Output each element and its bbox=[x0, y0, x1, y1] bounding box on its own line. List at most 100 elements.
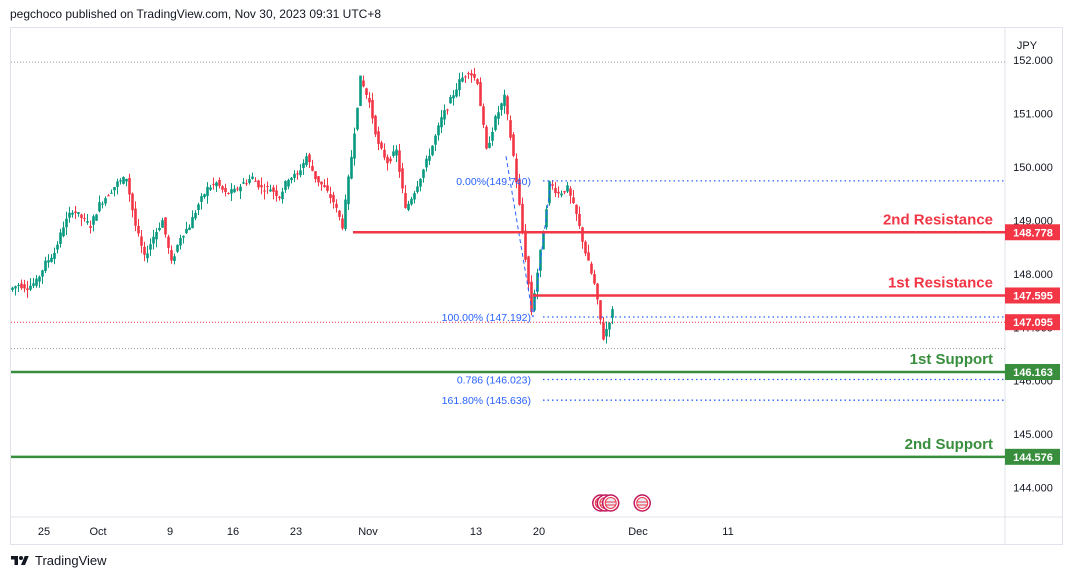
candle-body bbox=[596, 283, 599, 300]
y-tick-label: 148.000 bbox=[1013, 269, 1053, 281]
candle-body bbox=[509, 120, 512, 138]
candle-body bbox=[599, 300, 602, 320]
price-chart[interactable]: JPY144.000145.000146.000147.000148.00014… bbox=[11, 28, 1062, 544]
candle-body bbox=[224, 188, 227, 193]
currency-label: JPY bbox=[1017, 40, 1038, 52]
x-tick-label: 13 bbox=[470, 526, 482, 538]
candle-body bbox=[398, 150, 401, 172]
candle-body bbox=[62, 227, 65, 237]
candle-body bbox=[425, 158, 428, 168]
publisher-attribution: pegchoco published on TradingView.com, N… bbox=[10, 7, 382, 21]
level-name: 2nd Resistance bbox=[883, 211, 993, 228]
candle-body bbox=[194, 212, 197, 219]
candle-body bbox=[386, 156, 389, 164]
candle-body bbox=[311, 165, 314, 171]
y-tick-label: 152.000 bbox=[1013, 55, 1053, 67]
economic-event-flag-icon bbox=[604, 497, 617, 509]
candle-body bbox=[131, 193, 134, 211]
candle-body bbox=[281, 191, 284, 200]
candle-body bbox=[455, 89, 458, 97]
candle-body bbox=[410, 198, 413, 205]
candle-body bbox=[371, 99, 374, 119]
fib-level-label: 0.00%(149.740) bbox=[456, 176, 531, 188]
candle-body bbox=[572, 197, 575, 204]
candle-body bbox=[77, 212, 80, 214]
current-price-tag bbox=[1005, 314, 1060, 331]
candle-body bbox=[50, 257, 53, 262]
candle-body bbox=[590, 263, 593, 274]
candle-body bbox=[380, 142, 383, 149]
candle-body bbox=[95, 214, 98, 221]
candle-body bbox=[341, 218, 344, 229]
candle-body bbox=[308, 154, 311, 163]
candle-body bbox=[608, 322, 611, 330]
candle-body bbox=[437, 125, 440, 136]
level-price-label: 147.595 bbox=[1013, 290, 1053, 302]
level-name: 2nd Support bbox=[905, 436, 993, 453]
candle-body bbox=[191, 217, 194, 229]
candle-body bbox=[467, 73, 470, 75]
candle-body bbox=[446, 109, 449, 111]
candle-body bbox=[17, 285, 20, 287]
candle-body bbox=[179, 238, 182, 246]
candle-body bbox=[233, 188, 236, 193]
candle-body bbox=[404, 193, 407, 208]
candle-body bbox=[524, 230, 527, 260]
candle-body bbox=[320, 181, 323, 185]
candle-body bbox=[401, 168, 404, 189]
chart-panel[interactable]: JPY144.000145.000146.000147.000148.00014… bbox=[10, 27, 1063, 545]
candle-body bbox=[182, 235, 185, 238]
candle-body bbox=[185, 228, 188, 234]
level-price-tag bbox=[1005, 364, 1060, 381]
candle-body bbox=[413, 193, 416, 200]
candle-body bbox=[314, 171, 317, 180]
candle-body bbox=[125, 178, 128, 182]
candle-body bbox=[272, 187, 275, 192]
candle-body bbox=[350, 156, 353, 179]
candle-body bbox=[515, 158, 518, 183]
candle-body bbox=[317, 176, 320, 183]
candle-body bbox=[530, 281, 533, 312]
candle-body bbox=[557, 191, 560, 194]
candle-body bbox=[335, 203, 338, 208]
candle-body bbox=[578, 213, 581, 227]
candle-body bbox=[29, 285, 32, 290]
candle-body bbox=[569, 188, 572, 196]
candle-body bbox=[122, 176, 125, 184]
candle-body bbox=[458, 79, 461, 91]
candle-body bbox=[134, 208, 137, 226]
level-price-label: 144.576 bbox=[1013, 452, 1053, 464]
candle-body bbox=[299, 170, 302, 176]
candle-body bbox=[431, 145, 434, 156]
candle-body bbox=[53, 253, 56, 259]
candle-body bbox=[248, 179, 251, 183]
candle-body bbox=[476, 79, 479, 84]
candle-body bbox=[80, 214, 83, 219]
candle-body bbox=[287, 179, 290, 187]
candle-body bbox=[14, 286, 17, 289]
candle-body bbox=[470, 73, 473, 76]
candle-body bbox=[377, 131, 380, 144]
candle-body bbox=[353, 133, 356, 159]
candle-body bbox=[479, 82, 482, 107]
candle-body bbox=[86, 221, 89, 223]
candle-body bbox=[137, 226, 140, 234]
candle-body bbox=[368, 97, 371, 103]
candle-body bbox=[158, 227, 161, 231]
candle-body bbox=[149, 244, 152, 250]
candle-body bbox=[428, 155, 431, 161]
candle-body bbox=[422, 169, 425, 178]
candle-body bbox=[464, 76, 467, 78]
candle-body bbox=[164, 217, 167, 235]
candle-body bbox=[296, 173, 299, 175]
level-price-tag bbox=[1005, 287, 1060, 304]
y-tick-label: 145.000 bbox=[1013, 429, 1053, 441]
candle-body bbox=[275, 190, 278, 196]
candle-body bbox=[302, 162, 305, 168]
candle-body bbox=[338, 210, 341, 217]
candle-body bbox=[38, 276, 41, 282]
candle-body bbox=[575, 204, 578, 214]
candle-body bbox=[116, 181, 119, 187]
candle-body bbox=[512, 134, 515, 156]
candle-body bbox=[485, 126, 488, 149]
